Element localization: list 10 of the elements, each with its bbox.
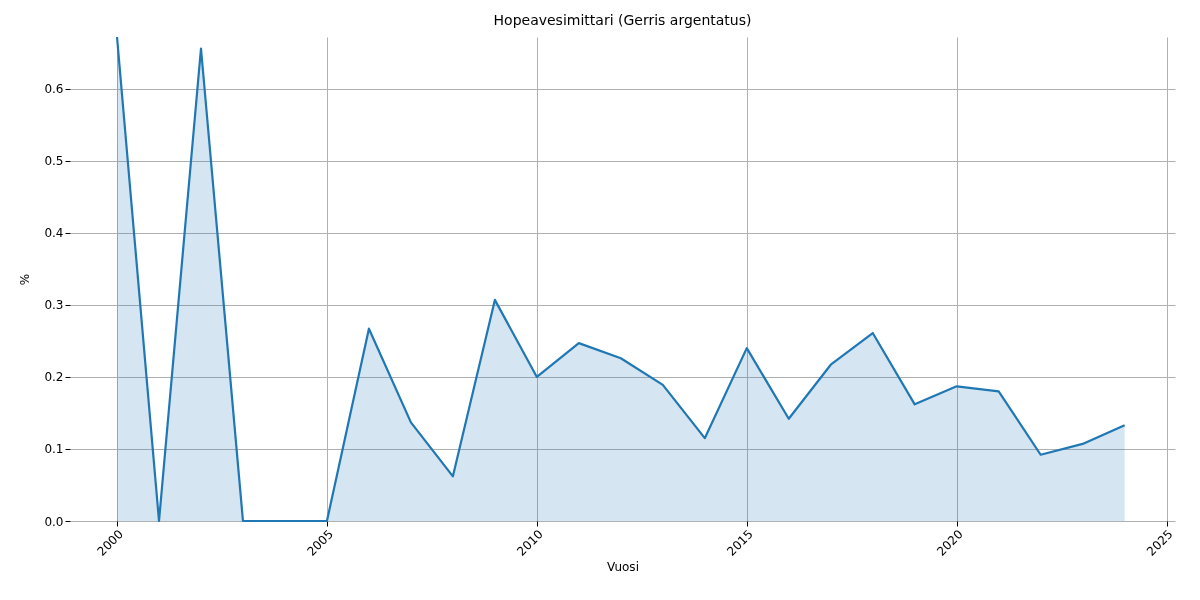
chart-title: Hopeavesimittari (Gerris argentatus) — [493, 11, 752, 28]
y-tick-label: 0.1 — [44, 442, 64, 457]
y-axis-title: % — [18, 273, 33, 286]
x-axis-title: Vuosi — [607, 559, 639, 574]
y-tick-label: 0.5 — [44, 154, 64, 169]
y-tick-label: 0.6 — [44, 82, 64, 97]
y-tick-label: 0.3 — [44, 298, 64, 313]
y-tick-label: 0.2 — [44, 370, 64, 385]
y-tick-label: 0.0 — [44, 514, 64, 529]
y-tick-label: 0.4 — [44, 226, 64, 241]
